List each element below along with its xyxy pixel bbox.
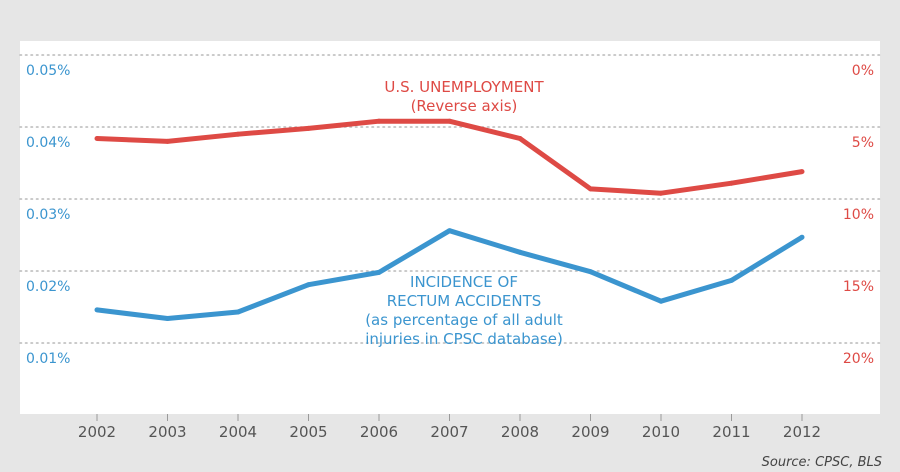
x-tick-label: 2008 bbox=[501, 423, 539, 441]
y-left-tick-label: 0.01% bbox=[26, 351, 70, 367]
unemployment-point bbox=[799, 169, 805, 175]
rectum-accidents-label: INCIDENCE OF RECTUM ACCIDENTS (as percenta… bbox=[365, 273, 563, 348]
rectum-accidents-point bbox=[376, 269, 382, 275]
x-tick-label: 2010 bbox=[642, 423, 680, 441]
unemployment-point bbox=[235, 131, 241, 137]
rectum-accidents-point bbox=[658, 298, 664, 304]
rectum-accidents-point bbox=[447, 228, 452, 234]
unemployment-point bbox=[447, 118, 452, 124]
plot-area bbox=[20, 41, 880, 414]
rectum-accidents-point bbox=[517, 249, 523, 255]
series-label-line: (as percentage of all adult bbox=[365, 311, 563, 329]
x-tick-label: 2003 bbox=[148, 423, 186, 441]
unemployment-point bbox=[165, 138, 170, 144]
unemployment-label: U.S. UNEMPLOYMENT (Reverse axis) bbox=[384, 78, 544, 115]
rectum-accidents-point bbox=[799, 234, 805, 240]
series-lines bbox=[94, 118, 805, 321]
y-left-tick-label: 0.02% bbox=[26, 279, 70, 295]
x-tick-label: 2002 bbox=[78, 423, 116, 441]
series-label-line: (Reverse axis) bbox=[411, 97, 518, 115]
rectum-accidents-point bbox=[306, 282, 311, 288]
unemployment-point bbox=[658, 190, 664, 196]
series-label-line: injuries in CPSC database) bbox=[365, 330, 563, 348]
unemployment-point bbox=[306, 125, 311, 131]
y-left-tick-label: 0.03% bbox=[26, 207, 70, 223]
grid bbox=[19, 54, 881, 344]
x-tick-label: 2009 bbox=[571, 423, 609, 441]
y-right-tick-label: 0% bbox=[852, 63, 874, 79]
unemployment-point bbox=[729, 180, 734, 186]
source-note: Source: CPSC, BLS bbox=[762, 455, 882, 470]
x-tick-label: 2011 bbox=[712, 423, 750, 441]
series-labels: U.S. UNEMPLOYMENT (Reverse axis) INCIDENC… bbox=[365, 78, 563, 348]
unemployment-point bbox=[94, 136, 100, 141]
series-label-line: U.S. UNEMPLOYMENT bbox=[384, 78, 544, 96]
x-tick-label: 2012 bbox=[783, 423, 821, 441]
x-tick-label: 2005 bbox=[289, 423, 327, 441]
rectum-accidents-point bbox=[235, 309, 241, 315]
rectum-accidents-point bbox=[588, 269, 593, 275]
y-left-tick-label: 0.05% bbox=[26, 63, 70, 79]
y-left-tick-label: 0.04% bbox=[26, 135, 70, 151]
rectum-accidents-point bbox=[729, 277, 734, 283]
rectum-accidents-point bbox=[165, 316, 170, 321]
unemployment-point bbox=[588, 186, 593, 192]
y-right-tick-label: 10% bbox=[843, 207, 874, 223]
unemployment-point bbox=[376, 118, 382, 124]
series-label-line: INCIDENCE OF bbox=[410, 273, 518, 291]
axis-ticks: 0.05% 0% 0.04% 5% 0.03% 10% 0.02% 15% 0.01% 20% 20… bbox=[26, 63, 874, 441]
y-right-tick-label: 15% bbox=[843, 279, 874, 295]
unemployment-point bbox=[517, 136, 523, 141]
x-tick-label: 2006 bbox=[360, 423, 398, 441]
rectum-accidents-point bbox=[94, 307, 100, 313]
y-right-tick-label: 5% bbox=[852, 135, 874, 151]
y-right-tick-label: 20% bbox=[843, 351, 874, 367]
x-tick-label: 2004 bbox=[219, 423, 257, 441]
x-tick-label: 2007 bbox=[430, 423, 468, 441]
series-label-line: RECTUM ACCIDENTS bbox=[387, 292, 542, 310]
